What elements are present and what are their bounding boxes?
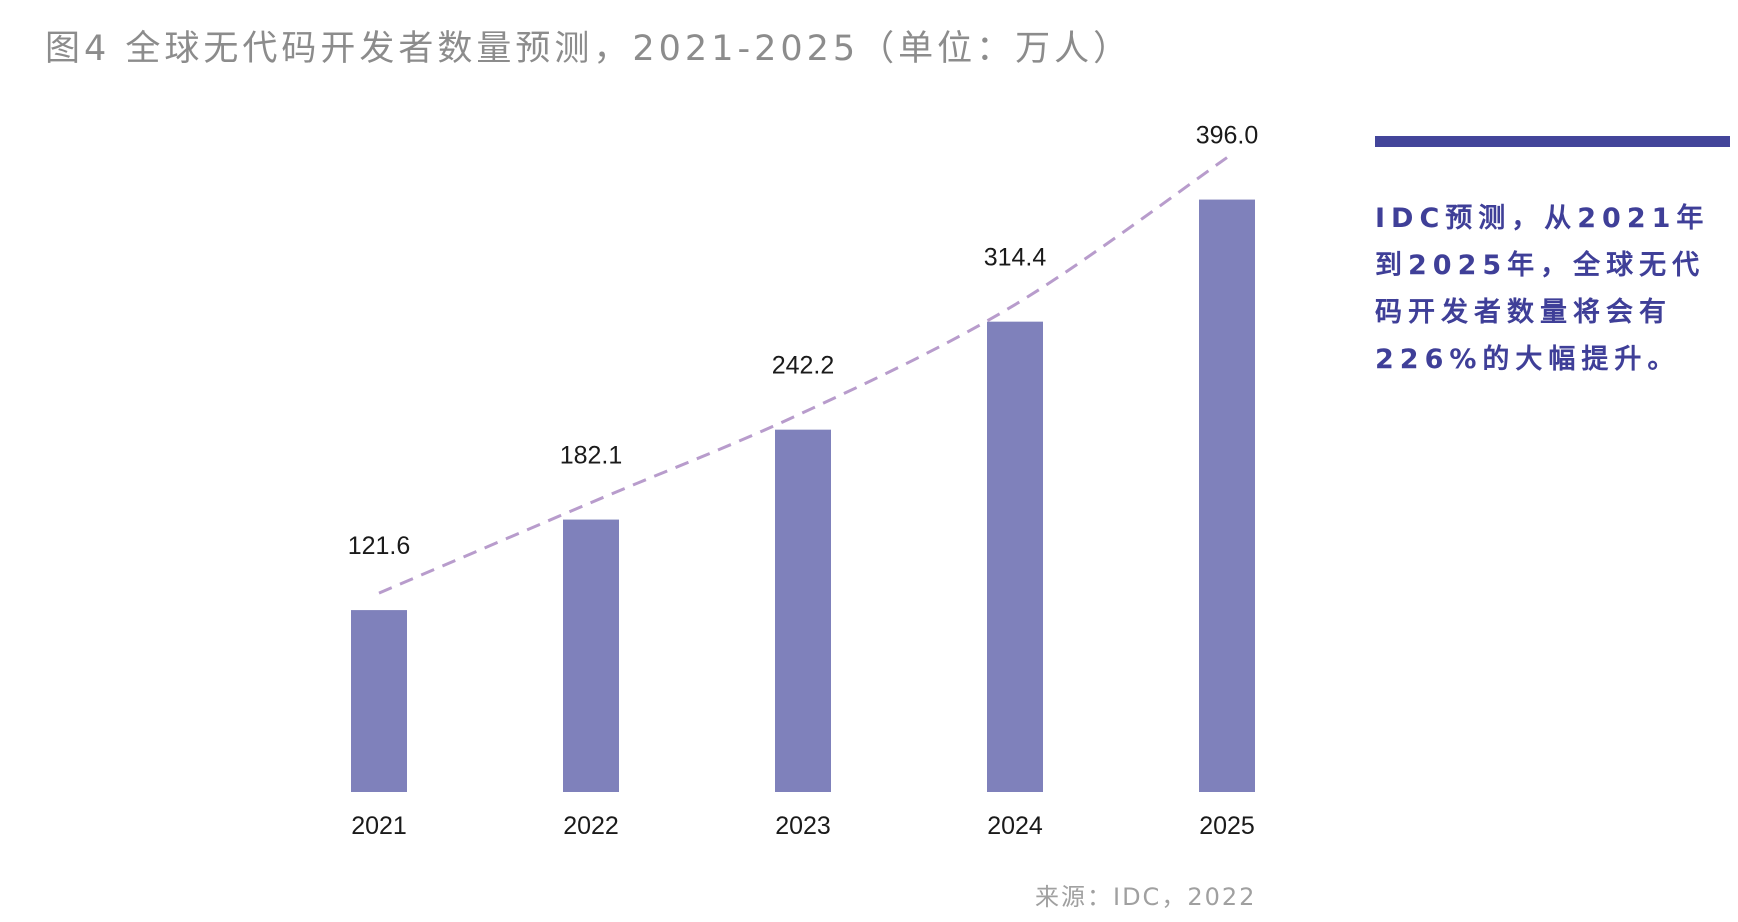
bar-2022 xyxy=(563,519,619,792)
x-axis-labels-group: 2021 2022 2023 2024 2025 xyxy=(351,812,1255,840)
x-tick-label-2025: 2025 xyxy=(1199,812,1255,840)
value-label-2023: 242.2 xyxy=(772,352,835,380)
bars-group xyxy=(351,199,1255,793)
chart-title: 图4 全球无代码开发者数量预测，2021-2025（单位：万人） xyxy=(45,29,1133,69)
side-accent-bar xyxy=(1375,136,1730,147)
bar-2021 xyxy=(351,610,407,792)
value-label-2021: 121.6 xyxy=(348,532,411,560)
source-note: 来源：IDC，2022 xyxy=(1035,883,1257,911)
bar-2025 xyxy=(1199,199,1255,793)
value-label-2022: 182.1 xyxy=(560,442,623,470)
bar-2024 xyxy=(987,321,1043,792)
x-tick-label-2024: 2024 xyxy=(987,812,1043,840)
value-label-2024: 314.4 xyxy=(984,244,1047,272)
bar-2023 xyxy=(775,429,831,792)
trend-line xyxy=(378,156,1228,595)
x-tick-label-2023: 2023 xyxy=(775,812,831,840)
value-label-2025: 396.0 xyxy=(1196,122,1259,150)
side-note: IDC预测，从2021年到2025年，全球无代码开发者数量将会有226%的大幅提… xyxy=(1375,203,1710,375)
x-tick-label-2022: 2022 xyxy=(563,812,619,840)
value-labels-group: 121.6 182.1 242.2 314.4 396.0 xyxy=(348,122,1259,561)
x-tick-label-2021: 2021 xyxy=(351,812,407,840)
